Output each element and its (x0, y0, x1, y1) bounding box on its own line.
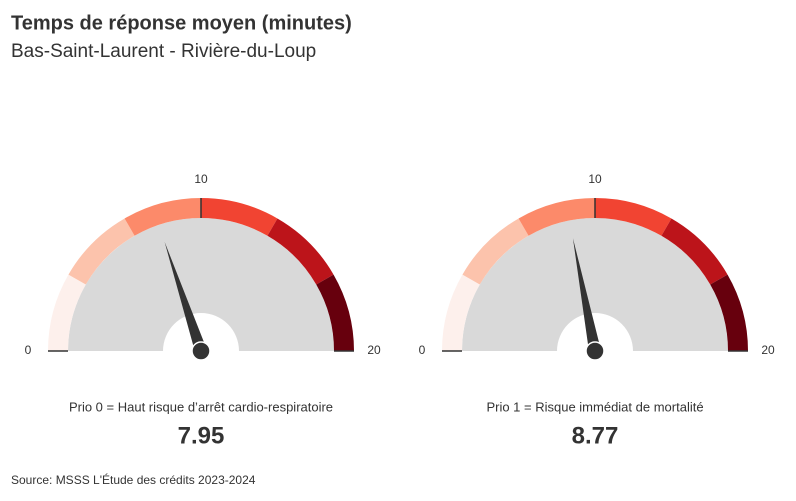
tick-label: 10 (588, 172, 602, 186)
gauge-band (661, 218, 728, 285)
gauge-value: 7.95 (178, 422, 225, 449)
needle-hub (585, 341, 605, 361)
gauge-band (462, 218, 529, 285)
title: Temps de réponse moyen (minutes) (11, 12, 352, 34)
gauge-band (710, 274, 748, 351)
needle-hub (191, 341, 211, 361)
needle (572, 238, 601, 353)
subtitle: Bas-Saint-Laurent - Rivière-du-Loup (11, 41, 316, 62)
gauge-band (201, 198, 278, 236)
gauge-band (442, 274, 480, 351)
gauge-band (48, 274, 86, 351)
tick-label: 20 (367, 343, 381, 357)
gauge-band (124, 198, 201, 236)
tick-label: 20 (761, 343, 775, 357)
source: Source: MSSS L'Étude des crédits 2023-20… (11, 472, 256, 487)
gauge-label: Prio 0 = Haut risque d’arrêt cardio-resp… (69, 399, 333, 414)
gauge-label: Prio 1 = Risque immédiat de mortalité (486, 399, 703, 414)
gauge-face (462, 218, 728, 351)
needle (164, 241, 207, 353)
gauge-band (518, 198, 595, 236)
tick-label: 0 (419, 343, 426, 357)
gauge-value: 8.77 (572, 422, 619, 449)
gauge-band (267, 218, 334, 285)
gauge-band (595, 198, 672, 236)
gauge-band (316, 274, 354, 351)
tick-label: 10 (194, 172, 208, 186)
tick-label: 0 (25, 343, 32, 357)
gauge-band (68, 218, 135, 285)
gauge-face (68, 218, 334, 351)
